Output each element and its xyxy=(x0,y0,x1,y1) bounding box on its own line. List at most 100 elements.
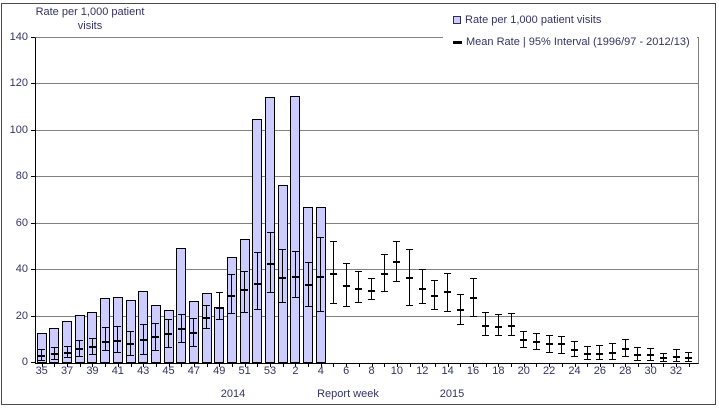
error-bar-line-week-50 xyxy=(231,274,233,315)
y-axis-title-line1: Rate per 1,000 patient xyxy=(35,6,145,18)
x-tick xyxy=(244,363,246,367)
mean-marker-week-22 xyxy=(545,343,553,346)
error-bar-line-week-7 xyxy=(358,272,360,303)
error-bar-cap-bottom xyxy=(114,351,122,353)
error-bar-cap-bottom xyxy=(672,360,680,362)
x-tick xyxy=(523,363,525,367)
error-bar-cap-bottom xyxy=(76,356,84,358)
mean-marker-week-17 xyxy=(482,324,490,327)
x-tick xyxy=(498,363,500,367)
error-bar-cap-bottom xyxy=(507,335,515,337)
mean-marker-week-24 xyxy=(571,349,578,352)
error-bar-cap-top xyxy=(507,313,515,315)
y-axis-title-line2: visits xyxy=(77,20,103,32)
error-bar-cap-bottom xyxy=(127,355,134,357)
x-tick xyxy=(422,363,424,367)
error-bar-cap-top xyxy=(342,263,350,265)
bar-week-46 xyxy=(176,248,187,363)
error-bar-cap-top xyxy=(203,305,211,307)
error-bar-cap-bottom xyxy=(50,358,58,360)
year-label-2015: 2015 xyxy=(439,388,465,400)
x-tick-label: 32 xyxy=(669,365,683,377)
mean-marker-week-52 xyxy=(253,283,261,286)
error-bar-cap-top xyxy=(38,349,46,351)
error-bar-cap-top xyxy=(88,337,96,339)
error-bar-line-week-41 xyxy=(117,327,119,353)
error-bar-cap-bottom xyxy=(63,357,71,359)
error-bar-cap-bottom xyxy=(165,346,173,348)
x-tick xyxy=(650,363,652,367)
y-axis-title: Rate per 1,000 patient visits xyxy=(22,5,158,33)
y-tick-label: 20 xyxy=(15,309,28,322)
mean-marker-week-7 xyxy=(355,287,363,290)
bar-week-36 xyxy=(49,328,60,363)
x-tick-label: 35 xyxy=(35,365,48,377)
mean-marker-week-12 xyxy=(418,287,426,290)
mean-marker-week-33 xyxy=(685,357,693,360)
mean-marker-week-26 xyxy=(596,352,604,355)
x-tick-label: 45 xyxy=(162,365,175,377)
error-bar-cap-bottom xyxy=(393,280,401,282)
bar-week-53 xyxy=(265,97,276,363)
error-bar-cap-bottom xyxy=(304,306,312,308)
mean-marker-week-28 xyxy=(621,348,629,351)
error-bar-cap-top xyxy=(596,344,604,346)
error-bar-cap-bottom xyxy=(177,342,185,344)
x-tick xyxy=(587,363,589,367)
error-bar-line-week-1 xyxy=(282,250,284,303)
error-bar-cap-top xyxy=(279,249,287,251)
mean-marker-week-25 xyxy=(583,352,591,355)
error-bar-cap-top xyxy=(114,326,122,328)
error-bar-line-week-49 xyxy=(218,293,220,321)
mean-marker-week-8 xyxy=(368,290,376,293)
x-tick xyxy=(219,363,221,367)
x-tick xyxy=(384,363,386,367)
y-tick xyxy=(31,269,35,271)
y-tick xyxy=(31,362,35,363)
bar-week-52 xyxy=(252,119,263,363)
error-bar-cap-top xyxy=(672,349,680,351)
error-bar-cap-top xyxy=(393,241,401,243)
y-tick xyxy=(31,37,35,38)
error-bar-cap-bottom xyxy=(215,319,223,321)
error-bar-cap-bottom xyxy=(355,301,363,303)
y-gridline xyxy=(36,269,698,271)
error-bar-cap-bottom xyxy=(38,359,46,361)
mean-marker-week-37 xyxy=(63,352,71,355)
x-tick xyxy=(168,363,170,367)
mean-marker-week-36 xyxy=(50,352,58,355)
error-bar-cap-bottom xyxy=(203,328,211,330)
x-tick xyxy=(308,363,310,367)
x-tick-label: 53 xyxy=(263,365,277,377)
mean-marker-week-38 xyxy=(76,348,84,351)
error-bar-cap-bottom xyxy=(482,335,490,337)
y-tick-label: 80 xyxy=(15,170,28,183)
error-bar-cap-top xyxy=(253,251,261,253)
x-tick xyxy=(231,363,233,367)
error-bar-cap-bottom xyxy=(456,323,464,325)
error-bar-cap-top xyxy=(583,345,591,347)
x-tick xyxy=(181,363,183,367)
x-tick-label: 41 xyxy=(111,365,124,377)
bar-week-35 xyxy=(36,332,47,363)
error-bar-cap-top xyxy=(190,317,198,319)
mean-marker-week-42 xyxy=(127,343,134,346)
mean-marker-week-31 xyxy=(659,357,667,360)
x-tick xyxy=(206,363,208,367)
error-bar-cap-bottom xyxy=(520,346,528,348)
mean-marker-week-1 xyxy=(279,277,287,280)
error-bar-cap-top xyxy=(177,314,185,316)
mean-marker-week-18 xyxy=(494,326,502,329)
mean-marker-week-10 xyxy=(393,261,401,264)
error-bar-line-week-4 xyxy=(320,237,322,312)
x-tick xyxy=(447,363,449,367)
x-tick xyxy=(599,363,601,367)
mean-marker-week-40 xyxy=(101,341,109,344)
error-bar-cap-bottom xyxy=(101,350,109,352)
y-tick-label: 0 xyxy=(21,356,28,368)
x-tick xyxy=(295,363,297,367)
error-bar-cap-top xyxy=(444,272,452,274)
bar-square-icon xyxy=(453,16,461,24)
x-tick xyxy=(396,363,398,367)
x-tick xyxy=(320,363,322,367)
